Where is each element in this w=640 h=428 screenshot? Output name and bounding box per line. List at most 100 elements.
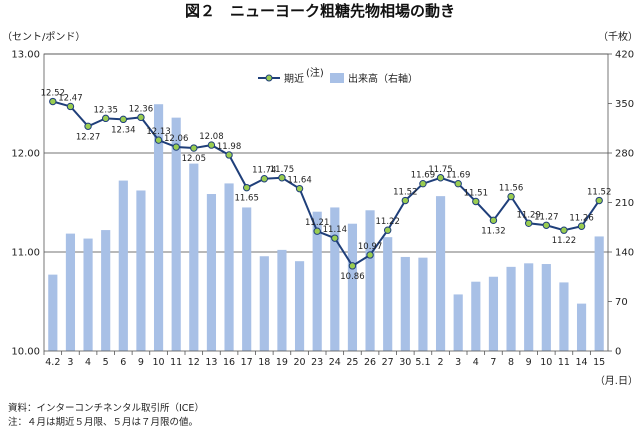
x-tick-label: 5 bbox=[103, 357, 109, 368]
y-left-tick-label: 10.00 bbox=[11, 347, 40, 358]
chart-title: 図２ ニューヨーク粗糖先物相場の動き bbox=[185, 2, 455, 20]
y-left-tick-label: 12.00 bbox=[11, 149, 40, 160]
x-tick-label: 3 bbox=[455, 357, 461, 368]
volume-bar bbox=[153, 104, 164, 351]
price-point bbox=[366, 251, 374, 259]
price-data-label: 12.36 bbox=[129, 104, 153, 114]
volume-bar bbox=[206, 194, 217, 351]
price-data-label: 10.97 bbox=[358, 242, 382, 252]
x-tick-label: 23 bbox=[311, 357, 323, 368]
x-tick-label: 5.1 bbox=[415, 357, 430, 368]
x-tick-label: 9 bbox=[526, 357, 532, 368]
volume-bar bbox=[83, 238, 93, 351]
price-data-label: 11.32 bbox=[481, 226, 505, 236]
x-tick-label: 15 bbox=[593, 357, 605, 368]
price-data-label: 11.69 bbox=[446, 171, 470, 181]
x-tick-label: 3 bbox=[67, 357, 73, 368]
x-tick-label: 6 bbox=[120, 357, 126, 368]
volume-bar bbox=[471, 281, 481, 351]
legend-line-marker bbox=[265, 74, 273, 82]
price-data-label: 11.51 bbox=[464, 189, 488, 199]
volume-bar bbox=[277, 249, 287, 351]
x-tick-label: 4 bbox=[473, 357, 479, 368]
x-tick-label: 24 bbox=[329, 357, 341, 368]
volume-bar bbox=[65, 233, 76, 351]
volume-bar bbox=[347, 223, 358, 351]
price-point bbox=[348, 262, 357, 270]
x-tick-label: 19 bbox=[276, 357, 288, 368]
x-tick-label: 30 bbox=[399, 357, 411, 368]
price-data-label: 12.52 bbox=[41, 89, 65, 99]
price-data-label: 12.47 bbox=[58, 93, 82, 103]
x-tick-label: 18 bbox=[258, 357, 270, 368]
price-data-label: 11.22 bbox=[552, 236, 576, 246]
volume-bar bbox=[136, 190, 146, 351]
price-data-label: 11.75 bbox=[428, 165, 452, 175]
price-data-label: 12.27 bbox=[76, 132, 100, 142]
price-line bbox=[49, 97, 603, 270]
price-data-label: 11.52 bbox=[587, 188, 611, 198]
price-point bbox=[542, 221, 551, 229]
price-point bbox=[454, 179, 462, 188]
price-data-label: 11.52 bbox=[393, 188, 417, 198]
price-data-label: 11.14 bbox=[323, 225, 347, 235]
price-data-label: 12.34 bbox=[111, 125, 135, 135]
plot-frame bbox=[43, 53, 609, 352]
legend-bar-swatch bbox=[330, 73, 344, 83]
x-tick-label: 26 bbox=[364, 357, 376, 368]
x-tick-label: 11 bbox=[170, 357, 182, 368]
x-tick-label: 4 bbox=[85, 357, 91, 368]
price-data-label: 11.75 bbox=[270, 165, 294, 175]
price-point bbox=[49, 97, 57, 106]
price-point bbox=[66, 102, 75, 111]
x-tick-label: 14 bbox=[576, 357, 588, 368]
y-left-axis: 13.00 12.00 11.00 10.00 bbox=[11, 50, 40, 358]
x-tick-label: 4.2 bbox=[45, 357, 60, 368]
x-tick-label: 2 bbox=[438, 357, 444, 368]
x-tick-label: 20 bbox=[294, 357, 306, 368]
volume-bar bbox=[365, 210, 375, 351]
legend-bar-label: 出来高（右軸） bbox=[348, 72, 418, 85]
y-right-tick-label: 350 bbox=[615, 99, 634, 110]
legend: 期近(注) 出来高（右軸） bbox=[258, 66, 418, 85]
volume-bar bbox=[400, 256, 410, 351]
volume-bar bbox=[48, 274, 58, 351]
volume-bar bbox=[435, 196, 446, 351]
price-point bbox=[560, 226, 568, 234]
volume-bar bbox=[453, 294, 463, 351]
price-point bbox=[154, 136, 163, 144]
price-data-label: 11.21 bbox=[305, 218, 329, 228]
legend-line-note: (注) bbox=[306, 66, 324, 79]
price-data-label: 12.05 bbox=[182, 154, 206, 164]
volume-bar bbox=[330, 207, 340, 351]
price-point bbox=[419, 179, 427, 188]
x-tick-label: 17 bbox=[241, 357, 253, 368]
volume-bar bbox=[418, 257, 428, 351]
y-right-tick-label: 0 bbox=[615, 347, 621, 358]
price-point bbox=[383, 226, 392, 234]
price-point bbox=[137, 113, 145, 122]
price-data-label: 12.08 bbox=[199, 132, 223, 142]
y-right-tick-label: 280 bbox=[615, 149, 634, 160]
volume-bar bbox=[189, 163, 199, 351]
y-right-tick-label: 70 bbox=[615, 297, 628, 308]
price-point bbox=[225, 151, 233, 159]
y-left-tick-label: 11.00 bbox=[11, 248, 40, 259]
volume-bar bbox=[524, 263, 534, 351]
x-tick-label: 11 bbox=[558, 357, 570, 368]
y-right-tick-label: 420 bbox=[615, 50, 634, 61]
x-unit-label: （月.日） bbox=[595, 375, 638, 387]
volume-bar bbox=[224, 183, 234, 351]
volume-bar bbox=[242, 207, 252, 351]
x-axis: 4.2 3 4 5 6 9 10 11 12 13 16 17 18 19 20 23 24 25 26 27 30 5.… bbox=[43, 351, 605, 368]
price-point bbox=[260, 175, 269, 183]
price-point bbox=[489, 216, 498, 225]
price-data-label: 11.29 bbox=[517, 210, 541, 220]
y-left-tick-label: 13.00 bbox=[11, 50, 40, 61]
x-tick-label: 7 bbox=[490, 357, 496, 368]
price-point bbox=[101, 114, 110, 123]
y-right-unit-label: （千枚） bbox=[598, 30, 638, 43]
volume-bar bbox=[259, 256, 269, 351]
